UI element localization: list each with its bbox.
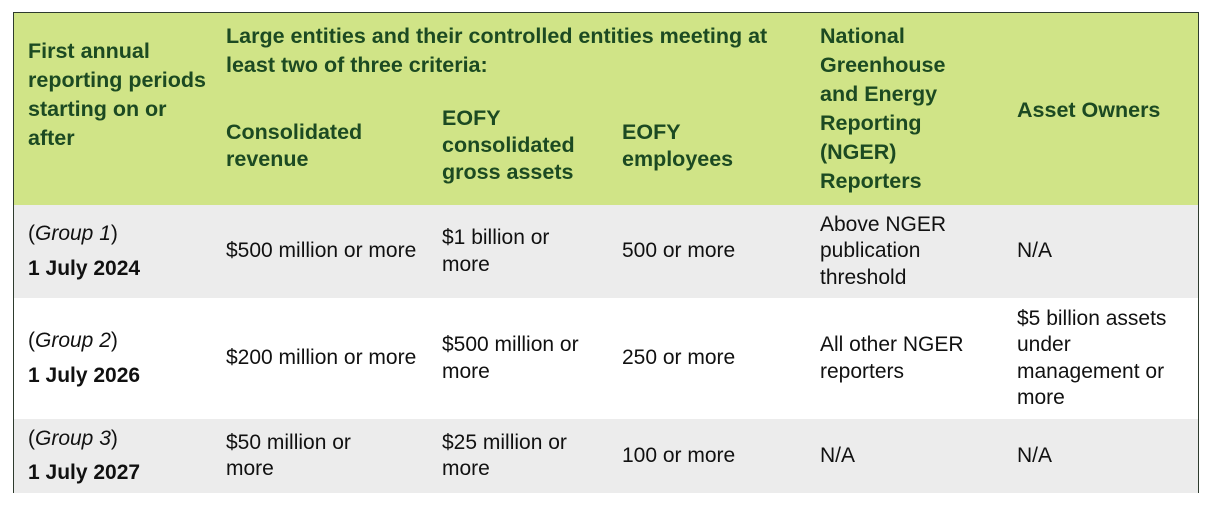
start-date: 1 July 2027: [28, 461, 141, 484]
asset-owners-cell: N/A: [1017, 443, 1053, 467]
nger-cell: All other NGER reporters: [820, 333, 964, 383]
revenue-cell: $200 million or more: [226, 346, 417, 370]
nger-cell: Above NGER publication threshold: [820, 212, 947, 289]
table-row: (Group 3) 1 July 2027 $50 million or more…: [14, 419, 1198, 493]
group-cell: (Group 1) 1 July 2024: [28, 205, 213, 298]
reporting-groups-table: First annual reporting periods starting …: [13, 12, 1199, 493]
group-cell: (Group 2) 1 July 2026: [28, 298, 213, 419]
assets-cell: $25 million or more: [442, 430, 567, 481]
start-date: 1 July 2024: [28, 256, 141, 280]
start-date: 1 July 2026: [28, 363, 141, 387]
assets-cell: $500 million or more: [442, 333, 579, 383]
header-large-entities: Large entities and their controlled enti…: [226, 24, 768, 77]
group-label: Group 3: [35, 426, 111, 450]
header-assets: EOFY consolidated gross assets: [442, 106, 575, 184]
table-row: (Group 2) 1 July 2026 $200 million or mor…: [14, 298, 1198, 419]
header-period: First annual reporting periods starting …: [28, 39, 206, 150]
nger-cell: N/A: [820, 443, 856, 467]
header-nger: National Greenhouse and Energy Reporting…: [820, 24, 946, 193]
asset-owners-cell: N/A: [1017, 239, 1053, 263]
asset-owners-cell: $5 billion assets under management or mo…: [1017, 306, 1167, 410]
employees-cell: 500 or more: [622, 239, 736, 263]
table-header: First annual reporting periods starting …: [14, 13, 1198, 205]
group-label: Group 2: [35, 329, 111, 352]
table-row: (Group 1) 1 July 2024 $500 million or mor…: [14, 205, 1198, 298]
assets-cell: $1 billion or more: [442, 226, 550, 276]
employees-cell: 250 or more: [622, 346, 736, 370]
employees-cell: 100 or more: [622, 443, 736, 467]
group-cell: (Group 3) 1 July 2027: [28, 419, 213, 493]
header-asset-owners: Asset Owners: [1017, 98, 1161, 122]
group-label: Group 1: [35, 222, 111, 245]
header-revenue: Consolidated revenue: [226, 120, 363, 171]
revenue-cell: $500 million or more: [226, 239, 417, 263]
revenue-cell: $50 million or more: [226, 430, 351, 481]
header-employees: EOFY employees: [622, 120, 734, 171]
